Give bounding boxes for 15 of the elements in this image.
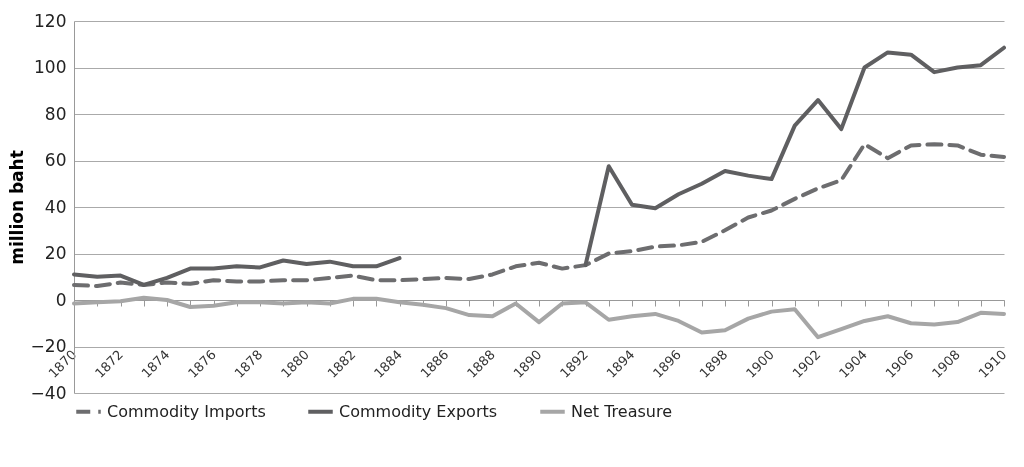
legend-label: Commodity Imports xyxy=(107,401,266,421)
y-tick-label: −40 xyxy=(30,382,67,403)
y-tick-label: −20 xyxy=(30,336,67,356)
legend-label: Commodity Exports xyxy=(339,401,498,421)
y-tick-label: 0 xyxy=(55,289,67,310)
line-series xyxy=(72,142,1006,289)
y-tick-label: 40 xyxy=(44,196,67,217)
y-tick-label: 80 xyxy=(44,103,67,124)
y-tick-label: 20 xyxy=(44,243,67,263)
y-axis-title: million baht xyxy=(6,150,27,265)
legend-label: Net Treasure xyxy=(571,401,673,421)
y-tick-label: 100 xyxy=(34,57,67,77)
y-tick-label: 60 xyxy=(44,150,67,170)
y-tick-label: 120 xyxy=(34,10,67,31)
line-series xyxy=(72,295,1006,340)
